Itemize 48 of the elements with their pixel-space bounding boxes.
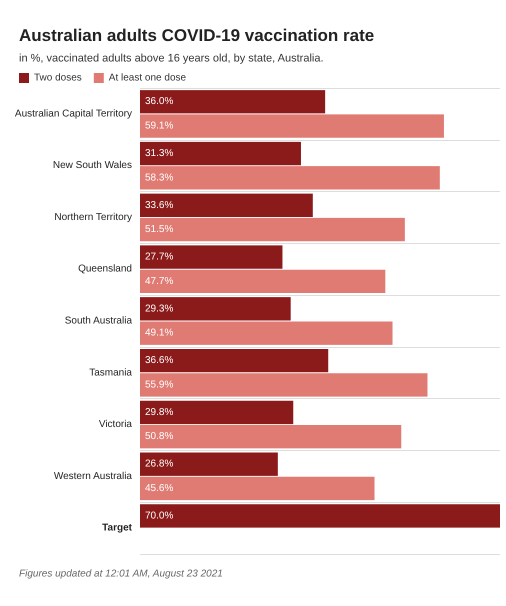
legend-label: At least one dose [108, 72, 187, 84]
y-tick-label: Northern Territory [54, 212, 132, 223]
data-label: 55.9% [145, 379, 174, 390]
bar [140, 194, 313, 217]
data-label: 59.1% [145, 120, 174, 132]
y-tick-label: Australian Capital Territory [14, 108, 132, 120]
y-tick-label: New South Wales [52, 160, 132, 172]
y-tick-label: Tasmania [89, 367, 132, 378]
data-label: 27.7% [145, 252, 174, 263]
data-label: 58.3% [145, 172, 174, 184]
data-label: 49.1% [145, 328, 174, 339]
data-label: 29.8% [145, 406, 174, 418]
bar [140, 504, 500, 528]
data-label: 29.3% [145, 303, 174, 314]
data-label: 45.6% [145, 482, 174, 494]
bar [140, 297, 291, 321]
bar [140, 218, 405, 242]
legend-label: Two doses [34, 72, 82, 84]
bar [140, 114, 444, 138]
text: Figures updated at 12:01 AM, August 23 2021 [19, 568, 223, 580]
bar [140, 142, 301, 166]
data-label: 47.7% [145, 276, 174, 287]
bar [140, 348, 328, 372]
y-tick-label: South Australia [64, 316, 132, 326]
y-tick-label: Queensland [78, 264, 132, 275]
y-tick-label: Victoria [98, 419, 132, 430]
bar [140, 245, 282, 269]
data-label: 51.5% [145, 224, 174, 236]
data-label: 33.6% [145, 200, 174, 211]
bar [140, 452, 278, 476]
bar [140, 373, 428, 397]
bar [140, 90, 326, 114]
chart-title: Australian adults COVID-19 vaccination rate [19, 26, 374, 45]
bar [140, 270, 386, 294]
bar [140, 400, 294, 424]
y-tick-label: Western Australia [54, 470, 132, 482]
bar [140, 166, 440, 190]
data-label: 31.3% [145, 148, 174, 160]
bar [140, 476, 375, 500]
bar [140, 321, 393, 345]
data-label: 50.8% [145, 431, 174, 442]
y-tick-label: Target [102, 522, 133, 534]
chart-subtitle: in %, vaccinated adults above 16 years old, by state, Australia. [19, 52, 324, 64]
data-label: 26.8% [145, 458, 174, 470]
bar [140, 425, 402, 448]
data-label: 70.0% [145, 510, 174, 522]
data-label: 36.0% [145, 96, 174, 108]
data-label: 36.6% [145, 355, 174, 366]
